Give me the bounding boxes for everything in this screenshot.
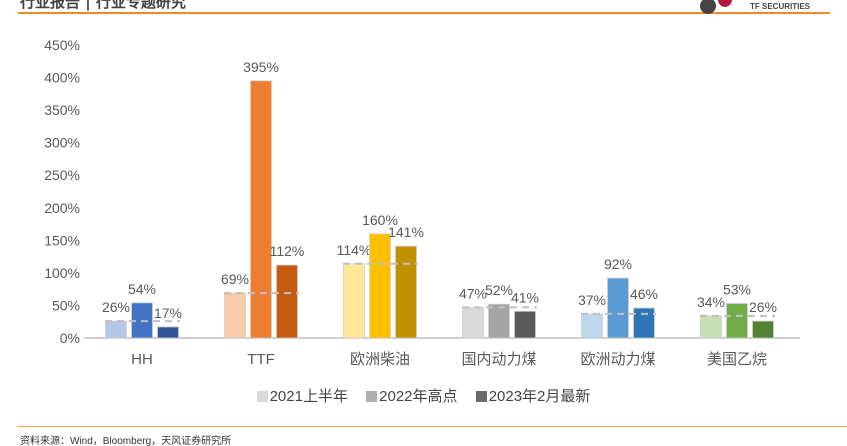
data-label: 34% — [697, 294, 725, 310]
source-note: 资料来源：Wind，Bloomberg，天风证券研究所 — [20, 436, 232, 446]
bar — [581, 313, 603, 339]
bar — [343, 263, 365, 339]
y-tick-label: 450% — [44, 37, 80, 53]
y-tick-label: 250% — [44, 167, 80, 183]
y-tick-label: 300% — [44, 135, 80, 151]
data-label: 54% — [128, 281, 156, 297]
logo-mark-red — [718, 0, 732, 7]
bar — [488, 303, 510, 339]
chart-legend: 2021上半年 2022年高点 2023年2月最新 — [0, 385, 847, 406]
y-tick-label: 0% — [60, 330, 80, 346]
bar — [462, 306, 484, 339]
legend-swatch — [256, 391, 268, 402]
y-tick-label: 200% — [44, 200, 80, 216]
data-label: 46% — [630, 286, 658, 302]
data-label: 17% — [154, 305, 182, 321]
footer-divider — [18, 426, 847, 427]
bar — [276, 264, 298, 339]
bar — [726, 303, 748, 339]
bar — [700, 315, 722, 339]
data-label: 37% — [578, 292, 606, 308]
data-label: 41% — [511, 289, 539, 305]
bar — [224, 292, 246, 339]
y-tick-label: 50% — [52, 297, 80, 313]
header-divider — [18, 12, 830, 14]
bar — [250, 80, 272, 339]
data-label: 69% — [221, 271, 249, 287]
data-label: 92% — [604, 256, 632, 272]
legend-label: 2022年高点 — [379, 388, 458, 405]
bar — [607, 277, 629, 339]
x-tick-label: 国内动力煤 — [461, 351, 536, 368]
data-label: 52% — [485, 282, 513, 298]
data-label: 26% — [102, 299, 130, 315]
report-header-title: 行业报告 | 行业专题研究 — [20, 0, 186, 11]
logo-text: TF SECURITIES — [750, 2, 811, 11]
x-tick-label: 欧洲动力煤 — [580, 351, 655, 368]
data-label: 395% — [243, 59, 279, 75]
data-label: 112% — [270, 243, 305, 259]
legend-label: 2023年2月最新 — [488, 388, 591, 405]
x-tick-label: 美国乙烷 — [707, 351, 767, 368]
bar — [105, 320, 127, 339]
bar — [752, 320, 774, 339]
data-label: 160% — [362, 212, 398, 228]
legend-swatch — [366, 391, 378, 402]
legend-item: 2022年高点 — [366, 385, 458, 406]
data-label: 53% — [723, 281, 751, 297]
data-label: 26% — [749, 299, 777, 315]
legend-label: 2021上半年 — [269, 388, 348, 405]
bar — [157, 326, 179, 339]
y-tick-label: 100% — [44, 265, 80, 281]
x-tick-label: HH — [131, 351, 153, 368]
y-tick-label: 350% — [44, 102, 80, 118]
legend-item: 2021上半年 — [256, 385, 348, 406]
y-tick-label: 150% — [44, 232, 80, 248]
y-tick-label: 400% — [44, 70, 80, 86]
legend-swatch — [475, 391, 487, 402]
bar-chart: 0% 50% 100% 150% 200% 250% 300% 350% 400% 450% HH 2… — [44, 37, 800, 368]
data-label: 47% — [459, 285, 487, 301]
bar — [369, 233, 391, 339]
logo-mark — [700, 0, 716, 14]
legend-item: 2023年2月最新 — [475, 385, 591, 406]
x-tick-label: TTF — [247, 351, 275, 368]
bar — [633, 307, 655, 339]
bar — [514, 310, 536, 339]
data-label: 141% — [388, 224, 424, 240]
data-label: 114% — [337, 242, 372, 258]
x-tick-label: 欧洲柴油 — [350, 351, 410, 368]
bar — [395, 245, 417, 339]
